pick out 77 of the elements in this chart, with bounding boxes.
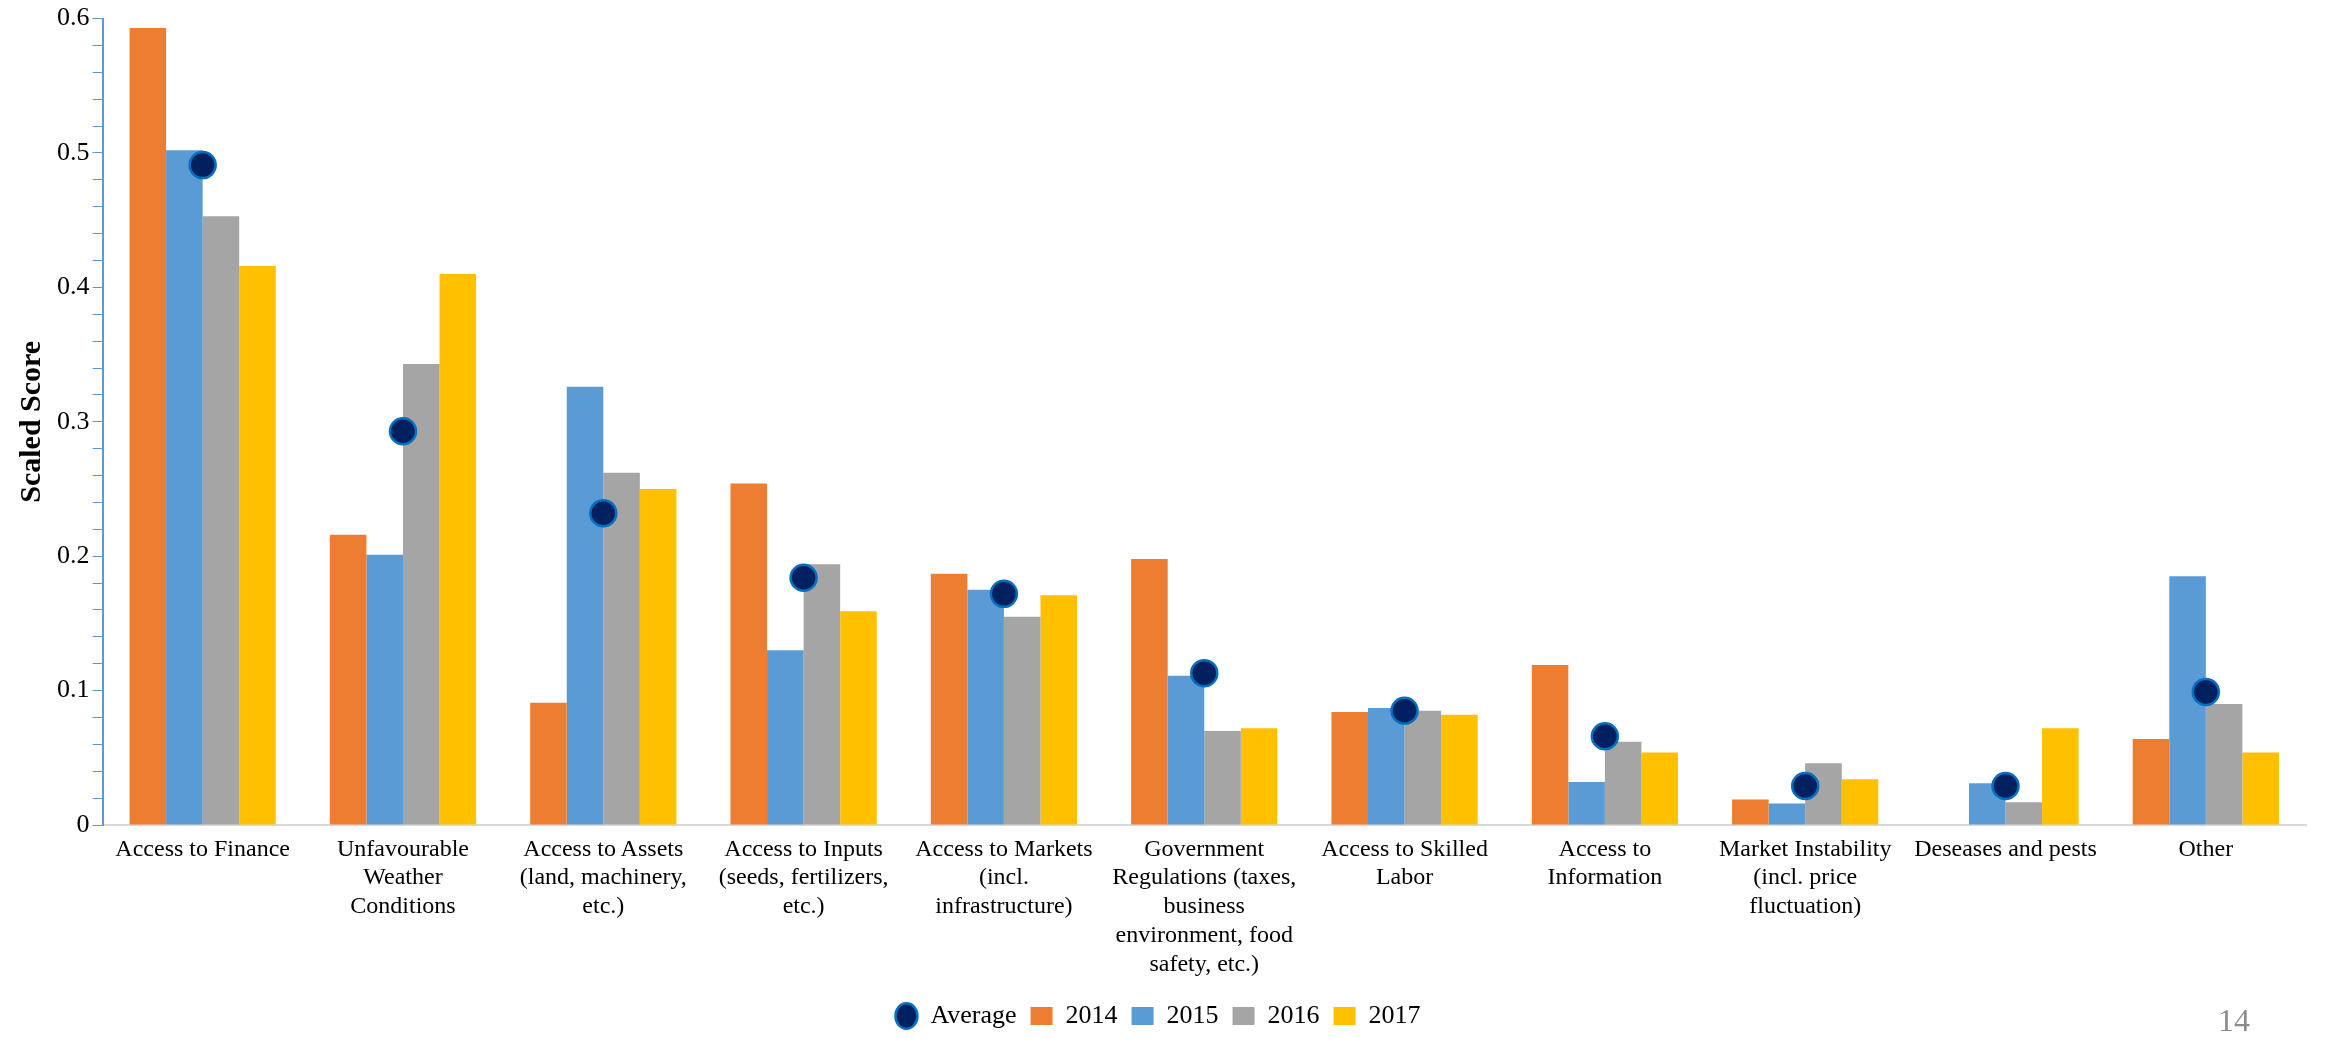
- bar: [1841, 779, 1879, 825]
- bar: [566, 386, 604, 825]
- y-axis-title: Scaled Score: [12, 340, 46, 503]
- bar: [930, 573, 968, 825]
- bar: [1641, 752, 1678, 825]
- bar: [803, 564, 841, 825]
- bar: [1531, 665, 1569, 825]
- y-tick-label: 0.5: [57, 136, 90, 166]
- text: 14: [2218, 1002, 2250, 1039]
- bar: [1240, 728, 1278, 825]
- y-tick-label: 0.2: [57, 540, 90, 570]
- x-tick-label: Market Instability (incl. price fluctuation): [1718, 834, 1892, 919]
- bar: [840, 611, 877, 825]
- point: [589, 498, 618, 528]
- x-tick-label: Access to Inputs (seeds, fertilizers, etc.): [718, 834, 889, 919]
- bar: [1732, 799, 1769, 825]
- bar: [1568, 781, 1605, 825]
- bar: [2205, 704, 2243, 825]
- point: [1590, 722, 1620, 751]
- x-tick-label: Access to Finance: [115, 834, 290, 861]
- bar: [1167, 675, 1205, 825]
- bar: [2242, 752, 2279, 825]
- y-tick-label: 0.4: [57, 271, 90, 301]
- legend-label: 2016: [1267, 999, 1320, 1029]
- bar: [129, 28, 167, 825]
- bar: [967, 589, 1004, 825]
- bar: [2005, 802, 2043, 825]
- x-tick-label: Access to Assets (land, machinery, etc.): [519, 834, 687, 919]
- x-tick-label: Access to Markets (incl. infrastructure): [915, 834, 1093, 919]
- bar: [166, 150, 203, 825]
- bar: [1441, 714, 1478, 825]
- legend-label: Average: [930, 999, 1017, 1029]
- legend-label: 2017: [1368, 999, 1421, 1029]
- y-tick-label: 0.3: [57, 405, 90, 435]
- bar: [2169, 576, 2206, 825]
- bar: [767, 650, 804, 825]
- bar: [1404, 710, 1442, 825]
- bar: [1131, 558, 1168, 825]
- y-tick-label: 0.6: [57, 2, 90, 32]
- bar: [1368, 708, 1405, 825]
- x-tick-label: Other: [2178, 834, 2234, 861]
- point: [1390, 696, 1419, 726]
- bar: [603, 472, 640, 825]
- y-tick-label: 0: [76, 808, 90, 838]
- legend-label: 2014: [1065, 999, 1118, 1029]
- point: [789, 563, 818, 592]
- bar: [402, 364, 440, 825]
- bar: [366, 554, 403, 825]
- point: [388, 416, 418, 446]
- bar: [1768, 803, 1806, 825]
- bar: [1204, 730, 1241, 825]
- bar: [2132, 738, 2170, 825]
- bar: [639, 489, 677, 825]
- bar: [239, 265, 276, 825]
- bar: [439, 273, 477, 825]
- point: [2191, 677, 2221, 707]
- y-tick-label: 0.1: [57, 674, 90, 704]
- bar: [530, 702, 567, 825]
- x-tick-label: Government Regulations (taxes, business environment, food safety, etc.): [1112, 834, 1297, 976]
- bar: [1604, 741, 1642, 825]
- bar: [1040, 595, 1078, 825]
- legend-label: 2015: [1166, 999, 1219, 1029]
- bar: [202, 216, 240, 825]
- point: [188, 150, 217, 180]
- bar: [329, 534, 367, 825]
- x-tick-label: Unfavourable Weather Conditions: [337, 834, 469, 919]
- point: [989, 579, 1019, 609]
- point: [1991, 771, 2020, 801]
- x-tick-label: Deseases and pests: [1914, 834, 2097, 861]
- point: [1790, 771, 1820, 801]
- bar: [1331, 712, 1369, 825]
- bar: [1003, 616, 1041, 825]
- bar: [2042, 728, 2079, 825]
- x-tick-label: Access to Information: [1547, 834, 1663, 890]
- point: [1190, 658, 1219, 688]
- bar: [730, 483, 768, 825]
- x-tick-label: Access to Skilled Labor: [1321, 834, 1488, 890]
